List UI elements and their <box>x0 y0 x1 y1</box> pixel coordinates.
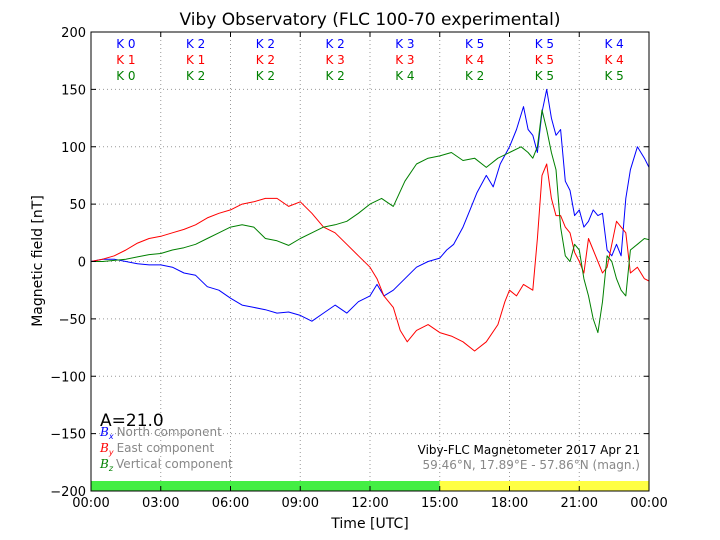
y-tick-label: 150 <box>61 83 86 98</box>
data-series <box>90 88 650 352</box>
y-tick-label: 50 <box>69 198 86 213</box>
k-index-y: K 4 <box>465 53 484 67</box>
k-index-x: K 2 <box>325 37 344 51</box>
series-line-z <box>91 109 650 334</box>
k-index-y: K 3 <box>325 53 344 67</box>
k-index-z: K 4 <box>395 69 414 83</box>
k-index-y: K 1 <box>186 53 205 67</box>
info-coordinates: 59.46°N, 17.89°E - 57.86°N (magn.) <box>423 458 640 472</box>
info-title: Viby-FLC Magnetometer 2017 Apr 21 <box>418 443 640 457</box>
k-index-x: K 0 <box>116 37 135 51</box>
k-index-x: K 5 <box>535 37 554 51</box>
x-tick-label: 00:00 <box>630 496 667 511</box>
x-tick-label: 12:00 <box>351 496 388 511</box>
legend-entry: By East component <box>99 441 214 457</box>
k-index-x: K 5 <box>465 37 484 51</box>
x-tick-label: 18:00 <box>491 496 528 511</box>
x-tick-label: 03:00 <box>142 496 179 511</box>
k-index-y: K 2 <box>256 53 275 67</box>
k-index-y: K 1 <box>116 53 135 67</box>
k-index-z: K 2 <box>256 69 275 83</box>
k-index-z: K 5 <box>535 69 554 83</box>
y-tick-label: 0 <box>78 256 86 271</box>
k-index-z: K 2 <box>465 69 484 83</box>
k-index-table: K 0 K 1 K 0 K 2 K 1 K 2 K 2 K 2 K 2 K 2 K 3 K 2 K 3 K… <box>116 37 624 83</box>
x-tick-label: 15:00 <box>421 496 458 511</box>
axis-ticks: 00:00 03:00 06:00 09:00 12:00 15:00 18:00 21:00… <box>50 26 667 511</box>
series-line-x <box>90 88 650 322</box>
x-axis-label: Time [UTC] <box>330 516 408 532</box>
k-index-y: K 4 <box>604 53 623 67</box>
x-tick-label: 06:00 <box>212 496 249 511</box>
x-tick-label: 00:00 <box>72 496 109 511</box>
y-axis-label: Magnetic field [nT] <box>30 195 46 327</box>
k-index-x: K 2 <box>256 37 275 51</box>
legend-entry: Bz Vertical component <box>99 457 233 473</box>
k-index-z: K 5 <box>604 69 623 83</box>
a-index: A=21.0 <box>100 411 164 431</box>
k-index-x: K 4 <box>604 37 623 51</box>
status-bar-segment <box>91 481 440 491</box>
k-index-z: K 2 <box>325 69 344 83</box>
grid-lines <box>91 32 649 491</box>
k-index-y: K 5 <box>535 53 554 67</box>
x-tick-label: 09:00 <box>282 496 319 511</box>
y-tick-label: −200 <box>50 485 86 500</box>
y-tick-label: −100 <box>50 370 86 385</box>
y-tick-label: −50 <box>59 313 86 328</box>
k-index-z: K 0 <box>116 69 135 83</box>
x-tick-label: 21:00 <box>561 496 598 511</box>
k-index-x: K 3 <box>395 37 414 51</box>
series-line-y <box>90 163 650 352</box>
y-tick-label: 200 <box>61 26 86 41</box>
y-tick-label: 100 <box>61 141 86 156</box>
legend-entry: Bx North component <box>99 425 222 441</box>
y-tick-label: −150 <box>50 428 86 443</box>
k-index-z: K 2 <box>186 69 205 83</box>
k-index-y: K 3 <box>395 53 414 67</box>
chart-title: Viby Observatory (FLC 100-70 experimenta… <box>180 10 561 30</box>
k-index-x: K 2 <box>186 37 205 51</box>
status-bar-segment <box>439 481 649 491</box>
activity-status-bar <box>91 481 649 491</box>
